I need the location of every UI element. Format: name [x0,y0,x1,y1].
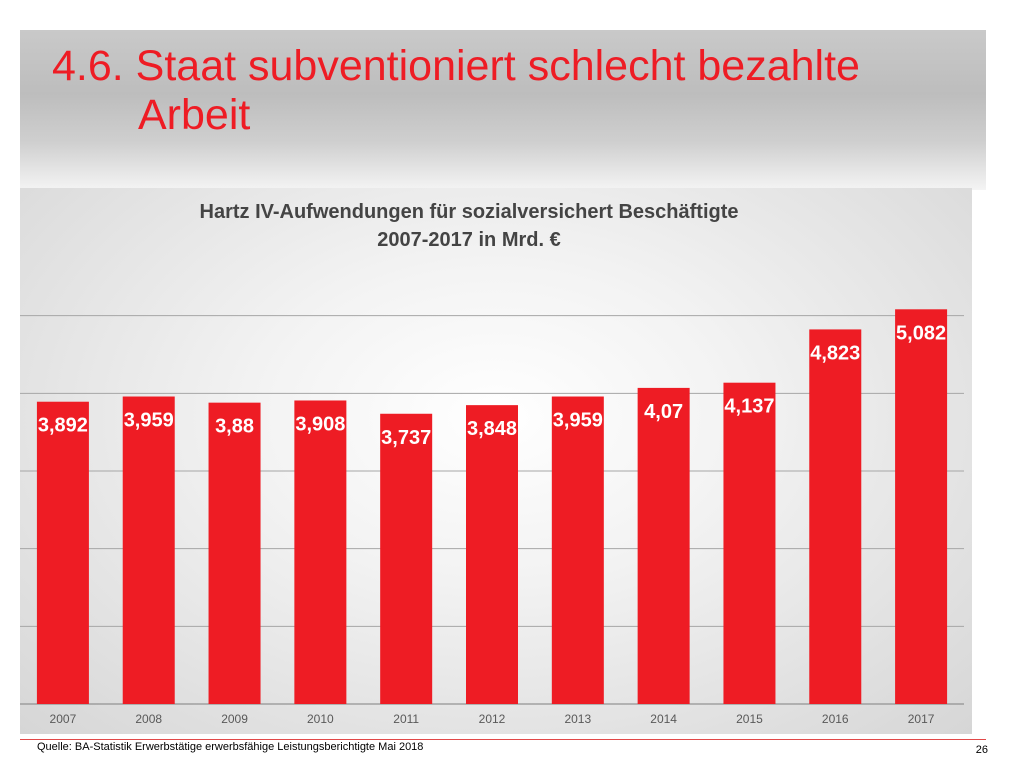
x-tick-2008: 2008 [135,712,162,726]
bar-2013 [551,396,604,704]
x-tick-2017: 2017 [908,712,935,726]
bar-2014 [637,387,690,704]
slide-title-line1: 4.6. Staat subventioniert schlecht bezah… [52,42,860,90]
x-tick-2009: 2009 [221,712,248,726]
source-note: Quelle: BA-Statistik Erwerbstätige erwer… [37,741,424,753]
title-band [20,30,986,190]
x-tick-2014: 2014 [650,712,677,726]
data-label-2013: 3,959 [553,410,603,432]
x-tick-2007: 2007 [50,712,77,726]
bar-2017 [895,309,948,704]
bar-2012 [466,405,518,704]
x-tick-2016: 2016 [822,712,849,726]
chart-title-line1: Hartz IV-Aufwendungen für sozialversiche… [200,201,739,223]
data-label-2008: 3,959 [124,410,174,432]
slide-title-line2: Arbeit [138,91,251,139]
data-label-2007: 3,892 [38,415,88,437]
footer-divider [20,739,986,740]
x-tick-2015: 2015 [736,712,763,726]
x-axis-tick-labels: 2007 2008 2009 2010 2011 2012 2013 2014 2015 2016… [50,712,935,726]
data-label-2012: 3,848 [467,418,517,440]
data-label-2017: 5,082 [896,322,946,344]
slide-title: 4.6. Staat subventioniert schlecht bezah… [52,42,952,140]
chart-title-line2: 2007-2017 in Mrd. € [377,229,560,251]
data-label-2010: 3,908 [295,413,345,435]
data-labels: 3,892 3,959 3,88 3,908 3,737 3,848 3,959 4,07 4,… [38,322,946,448]
data-label-2014: 4,07 [644,401,683,423]
data-label-2011: 3,737 [381,427,431,449]
bar-2015 [723,382,776,704]
bar-chart: Hartz IV-Aufwendungen für sozialversiche… [20,201,964,726]
bar-2016 [809,329,862,704]
x-tick-2012: 2012 [479,712,506,726]
bar-2007 [36,401,89,704]
bars [36,309,948,704]
chart-area: Hartz IV-Aufwendungen für sozialversiche… [20,188,972,734]
x-tick-2011: 2011 [393,712,419,726]
bar-2008 [122,396,175,704]
data-label-2016: 4,823 [810,342,860,364]
bar-2009 [208,402,261,704]
data-label-2015: 4,137 [724,396,774,418]
page-number: 26 [975,744,988,756]
x-tick-2010: 2010 [307,712,334,726]
x-tick-2013: 2013 [564,712,591,726]
bar-2011 [380,413,433,704]
data-label-2009: 3,88 [215,416,254,438]
bar-2010 [294,400,347,704]
